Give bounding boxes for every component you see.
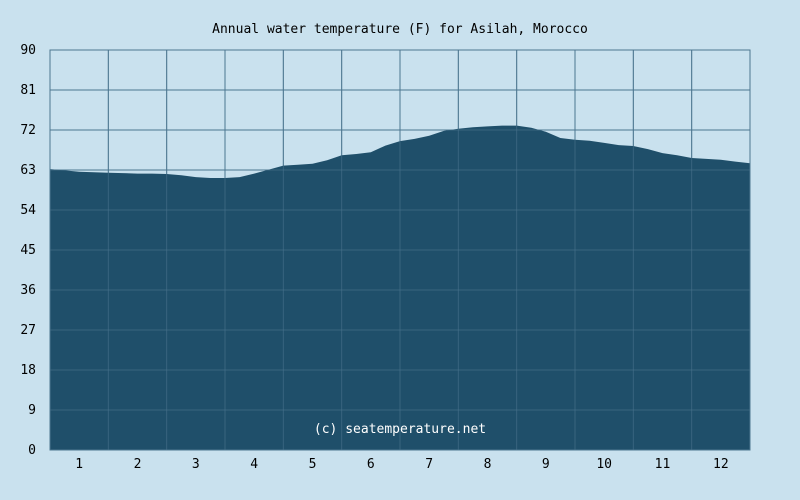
x-axis-tick-labels: 1 2 3 4 5 6 7 8 9 10 11 12 [75, 457, 728, 472]
plot-border [49, 49, 751, 451]
x-tick-label: 8 [484, 457, 492, 472]
y-tick-label: 45 [20, 243, 36, 258]
y-tick-label: 18 [20, 363, 36, 378]
x-tick-label: 12 [713, 457, 729, 472]
x-tick-label: 4 [250, 457, 258, 472]
chart-title: Annual water temperature (F) for Asilah,… [212, 22, 588, 37]
x-tick-label: 5 [309, 457, 317, 472]
y-tick-label: 72 [20, 123, 36, 138]
gridlines-overlay [50, 49, 750, 451]
x-tick-label: 6 [367, 457, 375, 472]
x-tick-label: 10 [596, 457, 612, 472]
y-axis-tick-labels: 0 9 18 27 36 45 54 63 72 81 90 [20, 43, 36, 458]
y-tick-label: 81 [20, 83, 36, 98]
x-tick-label: 3 [192, 457, 200, 472]
x-tick-label: 1 [75, 457, 83, 472]
x-tick-label: 7 [425, 457, 433, 472]
x-tick-label: 11 [655, 457, 671, 472]
x-tick-label: 2 [134, 457, 142, 472]
x-tick-label: 9 [542, 457, 550, 472]
y-tick-label: 54 [20, 203, 36, 218]
watermark-text: (c) seatemperature.net [314, 422, 486, 437]
y-tick-label: 9 [28, 403, 36, 418]
y-tick-label: 27 [20, 323, 36, 338]
y-tick-label: 90 [20, 43, 36, 58]
y-tick-label: 63 [20, 163, 36, 178]
y-tick-label: 0 [28, 443, 36, 458]
y-tick-label: 36 [20, 283, 36, 298]
